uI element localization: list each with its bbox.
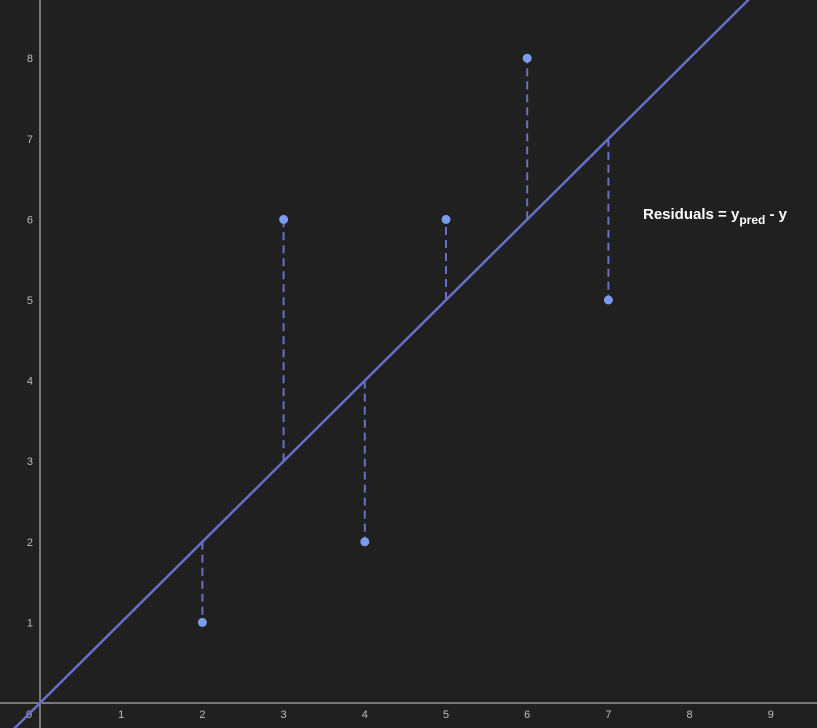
- x-tick-label: 7: [605, 709, 611, 721]
- data-point: [603, 295, 613, 305]
- x-tick-label: 9: [768, 709, 774, 721]
- annotation-suffix: - y: [765, 206, 787, 223]
- x-tick-label: 6: [524, 709, 530, 721]
- y-tick-label: 5: [27, 295, 33, 307]
- x-tick-label: 8: [687, 709, 693, 721]
- data-points: [197, 53, 613, 627]
- data-point: [197, 617, 207, 627]
- y-tick-label: 8: [27, 53, 33, 65]
- residuals-annotation: Residuals = ypred - y: [643, 206, 788, 227]
- x-tick-label: 4: [362, 709, 368, 721]
- annotation-prefix: Residuals = y: [643, 206, 740, 223]
- y-tick-label: 7: [27, 134, 33, 146]
- y-tick-label: 4: [27, 376, 33, 388]
- data-point: [522, 53, 532, 63]
- y-tick-label: 6: [27, 214, 33, 226]
- x-tick-label: 5: [443, 709, 449, 721]
- y-tick-labels: 1 2 3 4 5 6 7 8: [27, 53, 33, 629]
- data-point: [360, 537, 370, 547]
- x-tick-label: 3: [281, 709, 287, 721]
- data-point: [279, 214, 289, 224]
- residual-lines: [201, 58, 610, 623]
- y-tick-label: 2: [27, 537, 33, 549]
- y-tick-label: 1: [27, 617, 33, 629]
- x-tick-labels: 0123456789: [26, 709, 774, 721]
- x-tick-label: 1: [118, 709, 124, 721]
- y-tick-label: 3: [27, 456, 33, 468]
- data-point: [441, 214, 451, 224]
- annotation-subscript: pred: [739, 213, 765, 227]
- x-tick-label: 2: [199, 709, 205, 721]
